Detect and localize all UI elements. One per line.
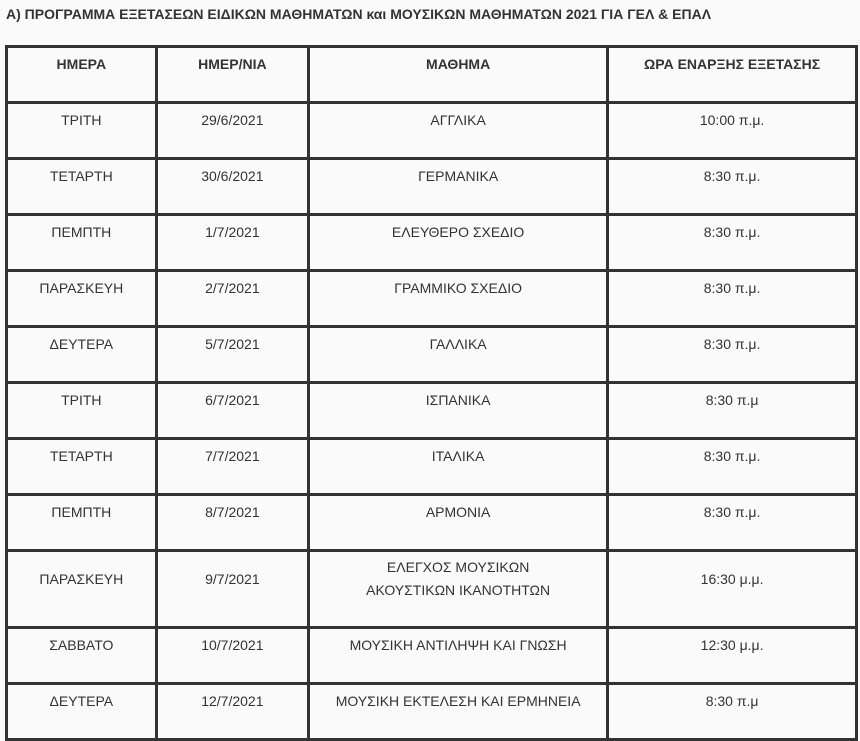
cell-start-time: 8:30 π.μ. [606,269,858,328]
cell-start-time: 16:30 μ.μ. [606,549,858,629]
table-row: ΔΕΥΤΕΡΑ 5/7/2021 ΓΑΛΛΙΚΑ 8:30 π.μ. [5,325,858,384]
cell-date: 1/7/2021 [154,213,311,272]
cell-start-time: 8:30 π.μ. [606,437,858,496]
cell-subject: ΜΟΥΣΙΚΗ ΕΚΤΕΛΕΣΗ ΚΑΙ ΕΡΜΗΝΕΙΑ [307,682,610,741]
cell-date: 8/7/2021 [154,493,311,552]
table-header-row: ΗΜΕΡΑ ΗΜΕΡ/ΝΙΑ ΜΑΘΗΜΑ ΩΡΑ ΕΝΑΡΞΗΣ ΕΞΕΤΑΣ… [5,45,858,104]
table-row: ΣΑΒΒΑΤΟ 10/7/2021 ΜΟΥΣΙΚΗ ΑΝΤΙΛΗΨΗ ΚΑΙ ΓΝΩ… [5,626,858,685]
cell-date: 10/7/2021 [154,626,311,685]
cell-day: ΤΡΙΤΗ [5,101,158,160]
header-day: ΗΜΕΡΑ [5,45,158,104]
cell-day: ΠΑΡΑΣΚΕΥΗ [5,549,158,629]
cell-subject: ΓΕΡΜΑΝΙΚΑ [307,157,610,216]
table-row: ΤΕΤΑΡΤΗ 30/6/2021 ΓΕΡΜΑΝΙΚΑ 8:30 π.μ. [5,157,858,216]
table-row: ΠΕΜΠΤΗ 1/7/2021 ΕΛΕΥΘΕΡΟ ΣΧΕΔΙΟ 8:30 π.μ. [5,213,858,272]
page-title: Α) ΠΡΟΓΡΑΜΜΑ ΕΞΕΤΑΣΕΩΝ ΕΙΔΙΚΩΝ ΜΑΘΗΜΑΤΩΝ… [6,6,712,22]
cell-start-time: 8:30 π.μ. [606,493,858,552]
cell-start-time: 10:00 π.μ. [606,101,858,160]
cell-date: 12/7/2021 [154,682,311,741]
cell-subject: ΕΛΕΥΘΕΡΟ ΣΧΕΔΙΟ [307,213,610,272]
cell-day: ΠΕΜΠΤΗ [5,213,158,272]
cell-day: ΣΑΒΒΑΤΟ [5,626,158,685]
table-row: ΤΡΙΤΗ 29/6/2021 ΑΓΓΛΙΚΑ 10:00 π.μ. [5,101,858,160]
cell-subject: ΑΡΜΟΝΙΑ [307,493,610,552]
cell-start-time: 8:30 π.μ [606,682,858,741]
cell-subject: ΓΑΛΛΙΚΑ [307,325,610,384]
cell-date: 5/7/2021 [154,325,311,384]
cell-subject: ΑΓΓΛΙΚΑ [307,101,610,160]
table-row: ΤΡΙΤΗ 6/7/2021 ΙΣΠΑΝΙΚΑ 8:30 π.μ [5,381,858,440]
cell-day: ΔΕΥΤΕΡΑ [5,682,158,741]
table-row: ΤΕΤΑΡΤΗ 7/7/2021 ΙΤΑΛΙΚΑ 8:30 π.μ. [5,437,858,496]
table-row: ΔΕΥΤΕΡΑ 12/7/2021 ΜΟΥΣΙΚΗ ΕΚΤΕΛΕΣΗ ΚΑΙ ΕΡΜ… [5,682,858,741]
header-date: ΗΜΕΡ/ΝΙΑ [154,45,311,104]
cell-day: ΠΕΜΠΤΗ [5,493,158,552]
cell-date: 7/7/2021 [154,437,311,496]
cell-subject: ΓΡΑΜΜΙΚΟ ΣΧΕΔΙΟ [307,269,610,328]
cell-day: ΤΕΤΑΡΤΗ [5,437,158,496]
cell-start-time: 8:30 π.μ. [606,157,858,216]
cell-date: 6/7/2021 [154,381,311,440]
table-row: ΠΕΜΠΤΗ 8/7/2021 ΑΡΜΟΝΙΑ 8:30 π.μ. [5,493,858,552]
cell-start-time: 8:30 π.μ [606,381,858,440]
table-row: ΠΑΡΑΣΚΕΥΗ 2/7/2021 ΓΡΑΜΜΙΚΟ ΣΧΕΔΙΟ 8:30 π.μ… [5,269,858,328]
cell-date: 2/7/2021 [154,269,311,328]
cell-subject: ΙΤΑΛΙΚΑ [307,437,610,496]
cell-start-time: 8:30 π.μ. [606,213,858,272]
table-row: ΠΑΡΑΣΚΕΥΗ 9/7/2021 ΕΛΕΓΧΟΣ ΜΟΥΣΙΚΩΝ ΑΚΟΥΣΤ… [5,549,858,629]
header-start-time: ΩΡΑ ΕΝΑΡΞΗΣ ΕΞΕΤΑΣΗΣ [606,45,858,104]
cell-day: ΠΑΡΑΣΚΕΥΗ [5,269,158,328]
cell-start-time: 12:30 μ.μ. [606,626,858,685]
cell-start-time: 8:30 π.μ. [606,325,858,384]
cell-day: ΤΕΤΑΡΤΗ [5,157,158,216]
cell-day: ΔΕΥΤΕΡΑ [5,325,158,384]
cell-date: 9/7/2021 [154,549,311,629]
cell-day: ΤΡΙΤΗ [5,381,158,440]
cell-subject: ΕΛΕΓΧΟΣ ΜΟΥΣΙΚΩΝ ΑΚΟΥΣΤΙΚΩΝ ΙΚΑΝΟΤΗΤΩΝ [307,549,610,629]
cell-subject: ΜΟΥΣΙΚΗ ΑΝΤΙΛΗΨΗ ΚΑΙ ΓΝΩΣΗ [307,626,610,685]
cell-date: 30/6/2021 [154,157,311,216]
cell-date: 29/6/2021 [154,101,311,160]
exam-schedule-table: ΗΜΕΡΑ ΗΜΕΡ/ΝΙΑ ΜΑΘΗΜΑ ΩΡΑ ΕΝΑΡΞΗΣ ΕΞΕΤΑΣ… [5,45,858,741]
header-subject: ΜΑΘΗΜΑ [307,45,610,104]
cell-subject: ΙΣΠΑΝΙΚΑ [307,381,610,440]
